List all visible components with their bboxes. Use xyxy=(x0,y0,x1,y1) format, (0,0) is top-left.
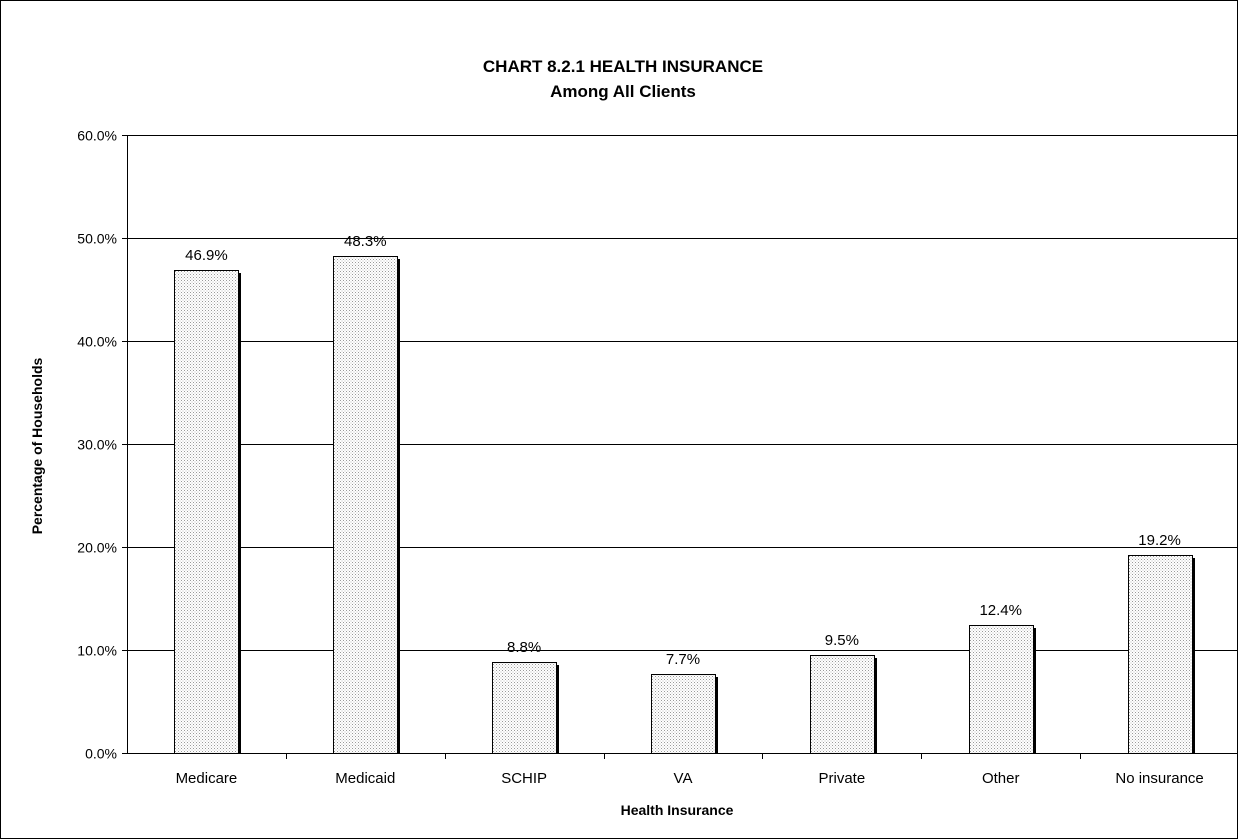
x-tick-label: Private xyxy=(819,770,866,787)
y-axis-label: Percentage of Households xyxy=(29,357,45,534)
y-tick-labels: 0.0% 10.0% 20.0% 30.0% 40.0% 50.0% 60.0% xyxy=(77,128,117,762)
x-tick-label: VA xyxy=(674,770,693,787)
x-tick-label: Medicare xyxy=(176,770,238,787)
bars xyxy=(174,256,1195,754)
gridlines xyxy=(127,135,1238,651)
y-tick-label: 0.0% xyxy=(85,746,117,762)
data-label: 9.5% xyxy=(825,632,859,649)
bar-other xyxy=(969,625,1034,754)
bar-va xyxy=(651,674,716,754)
chart-title: CHART 8.2.1 HEALTH INSURANCE xyxy=(483,57,763,76)
y-tick-label: 60.0% xyxy=(77,128,117,144)
bar-private xyxy=(810,655,875,754)
x-tick-label: Other xyxy=(982,770,1020,787)
data-labels: 46.9% 48.3% 8.8% 7.7% 9.5% 12.4% 19.2% xyxy=(185,233,1181,668)
y-tick-label: 50.0% xyxy=(77,231,117,247)
y-tick-label: 40.0% xyxy=(77,334,117,350)
bar-medicare xyxy=(174,270,239,754)
y-tick-label: 10.0% xyxy=(77,643,117,659)
x-tick-label: Medicaid xyxy=(335,770,395,787)
data-label: 48.3% xyxy=(344,233,387,250)
bar-schip xyxy=(492,662,557,754)
x-tick-labels: Medicare Medicaid SCHIP VA Private Other No in… xyxy=(176,770,1204,787)
x-tick-label: No insurance xyxy=(1115,770,1203,787)
x-tick-label: SCHIP xyxy=(501,770,547,787)
bar-no-insurance xyxy=(1128,555,1193,754)
x-axis-label: Health Insurance xyxy=(621,802,734,818)
data-label: 12.4% xyxy=(979,602,1022,619)
data-label: 19.2% xyxy=(1138,532,1181,549)
data-label: 46.9% xyxy=(185,247,228,264)
data-label: 8.8% xyxy=(507,639,541,656)
chart-subtitle: Among All Clients xyxy=(550,82,696,101)
bar-medicaid xyxy=(333,256,398,754)
y-tick-label: 20.0% xyxy=(77,540,117,556)
data-label: 7.7% xyxy=(666,651,700,668)
y-tick-label: 30.0% xyxy=(77,437,117,453)
